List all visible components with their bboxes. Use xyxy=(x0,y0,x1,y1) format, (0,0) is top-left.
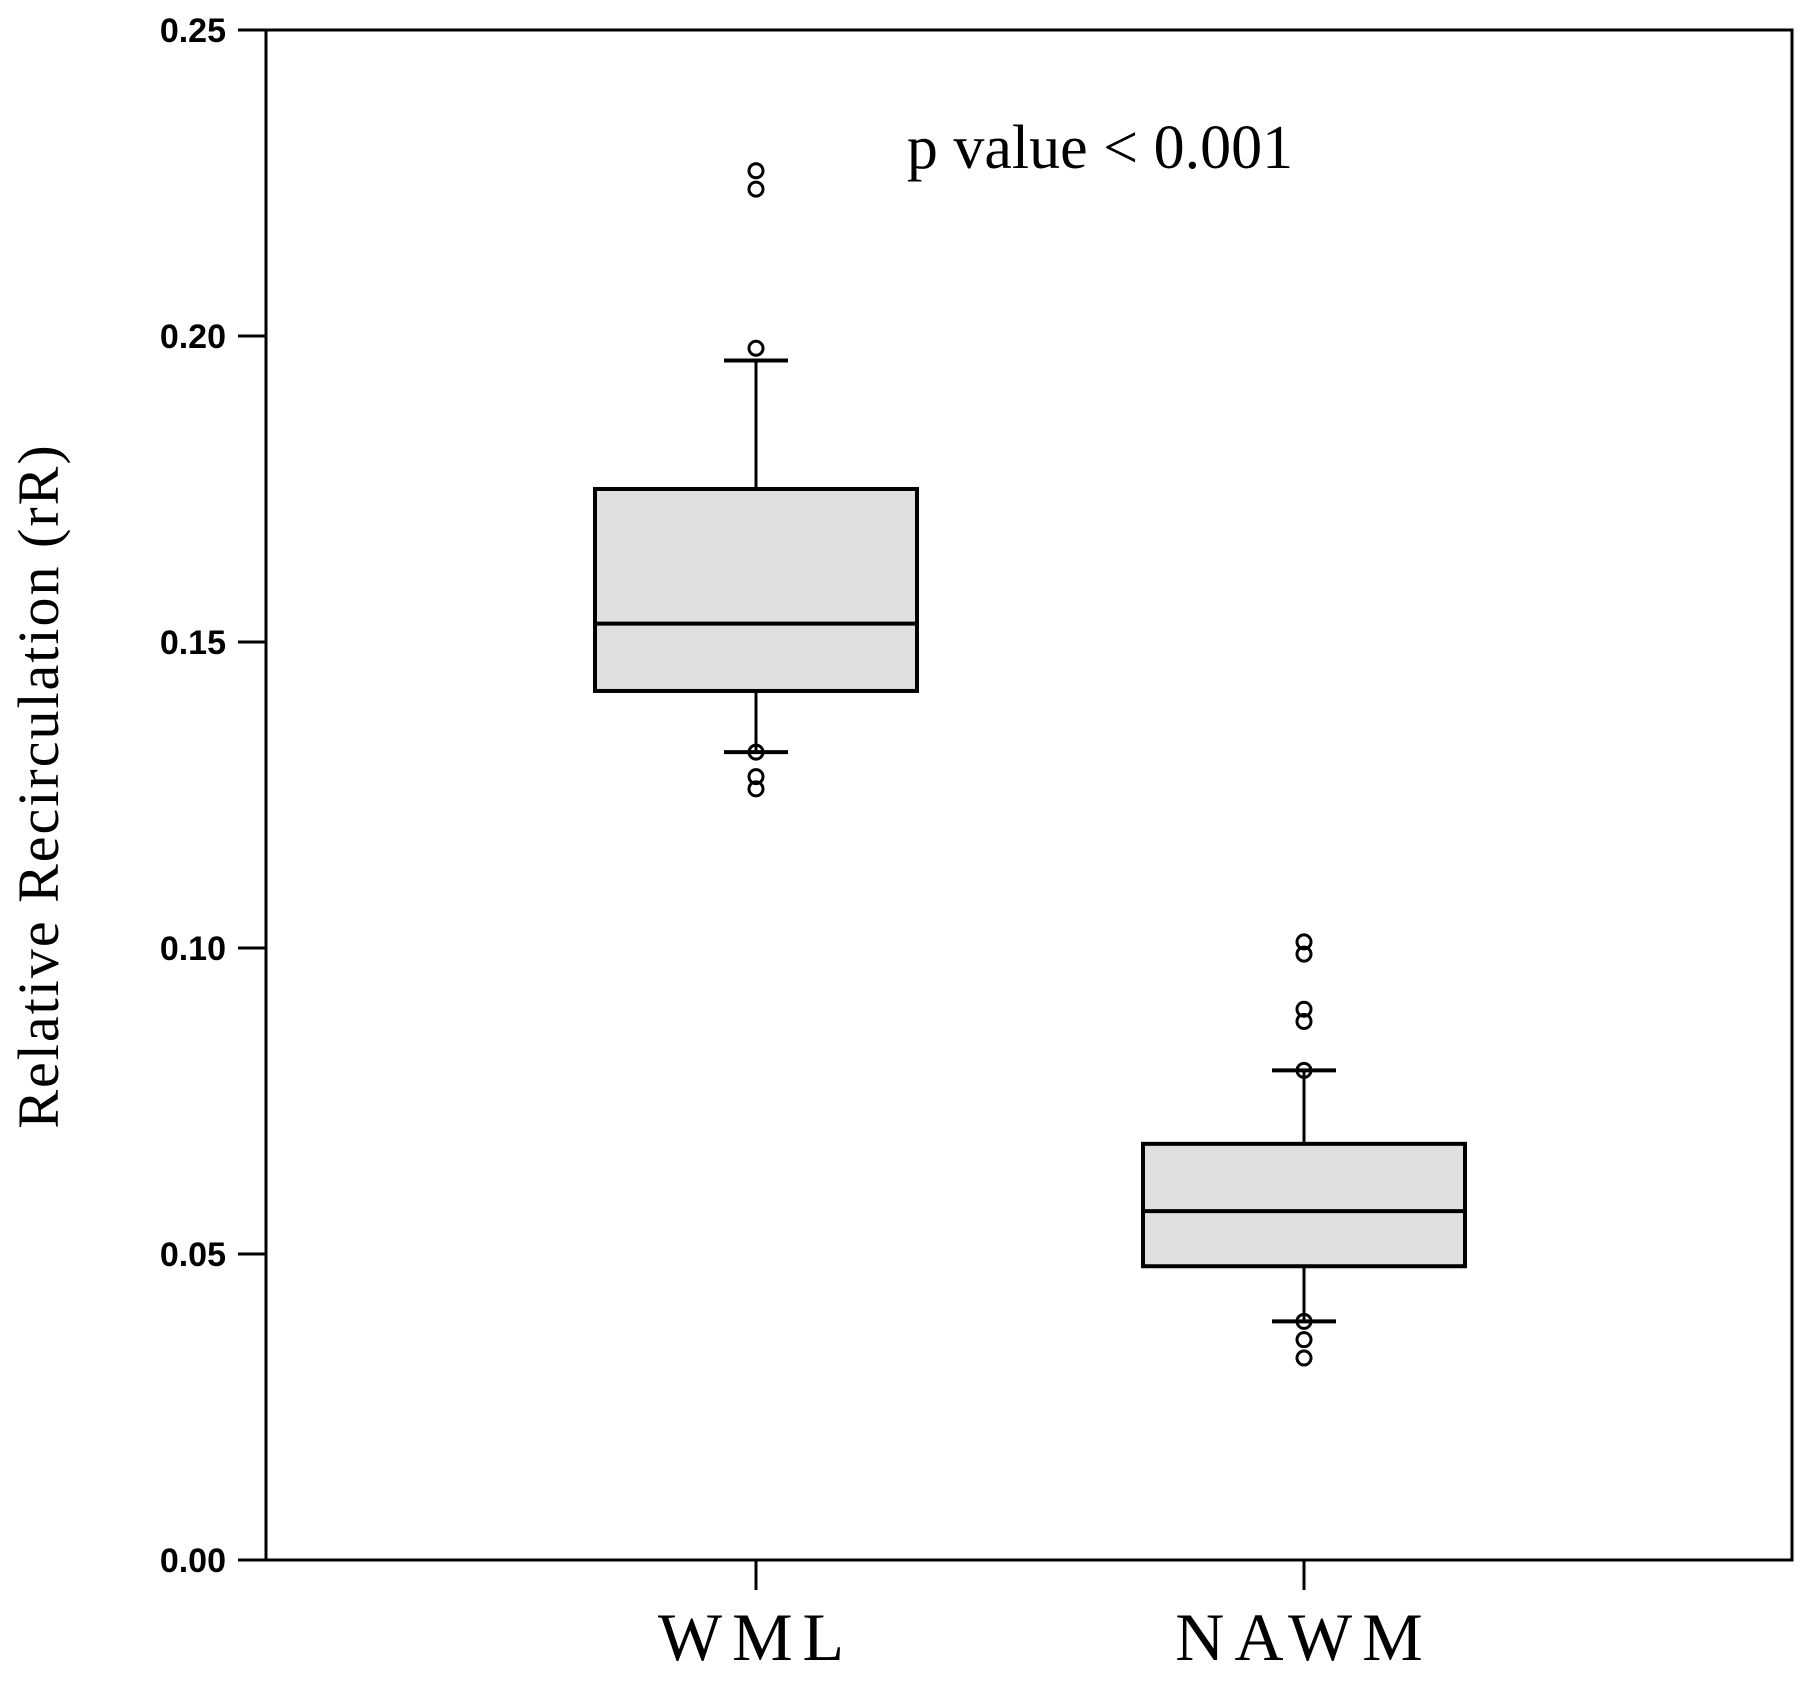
box-wml xyxy=(593,162,919,798)
iqr-box xyxy=(1141,1141,1467,1269)
box-nawm xyxy=(1141,933,1467,1367)
outlier-point xyxy=(1295,1312,1313,1330)
outlier-point xyxy=(747,780,765,798)
outlier-point xyxy=(747,180,765,198)
outlier-point xyxy=(747,339,765,357)
outlier-point xyxy=(1295,1331,1313,1349)
x-category-label: WML xyxy=(658,1599,854,1675)
outlier-point xyxy=(747,743,765,761)
y-tick-label: 0.20 xyxy=(160,318,226,356)
y-axis-title: Relative Recirculation (rR) xyxy=(6,443,71,1128)
outlier-point xyxy=(1295,945,1313,963)
outlier-point xyxy=(1295,1012,1313,1030)
iqr-box xyxy=(593,487,919,693)
plot-frame xyxy=(264,28,1794,1562)
boxes-layer xyxy=(593,162,1467,1367)
y-tick-label: 0.05 xyxy=(160,1236,226,1274)
y-tick-label: 0.10 xyxy=(160,930,226,968)
outlier-point xyxy=(747,162,765,180)
x-axis: WML NAWM xyxy=(658,1560,1432,1675)
y-tick-label: 0.25 xyxy=(160,12,226,50)
p-value-annotation: p value < 0.001 xyxy=(907,114,1293,182)
outlier-point xyxy=(1295,1000,1313,1018)
y-axis: 0.00 0.05 0.10 0.15 0.20 0.25 xyxy=(160,12,266,1580)
outlier-point xyxy=(1295,1349,1313,1367)
y-tick-label: 0.00 xyxy=(160,1542,226,1580)
y-tick-label: 0.15 xyxy=(160,624,226,662)
x-category-label: NAWM xyxy=(1175,1599,1432,1675)
outlier-point xyxy=(1295,1061,1313,1079)
outlier-point xyxy=(1295,933,1313,951)
outlier-point xyxy=(747,768,765,786)
